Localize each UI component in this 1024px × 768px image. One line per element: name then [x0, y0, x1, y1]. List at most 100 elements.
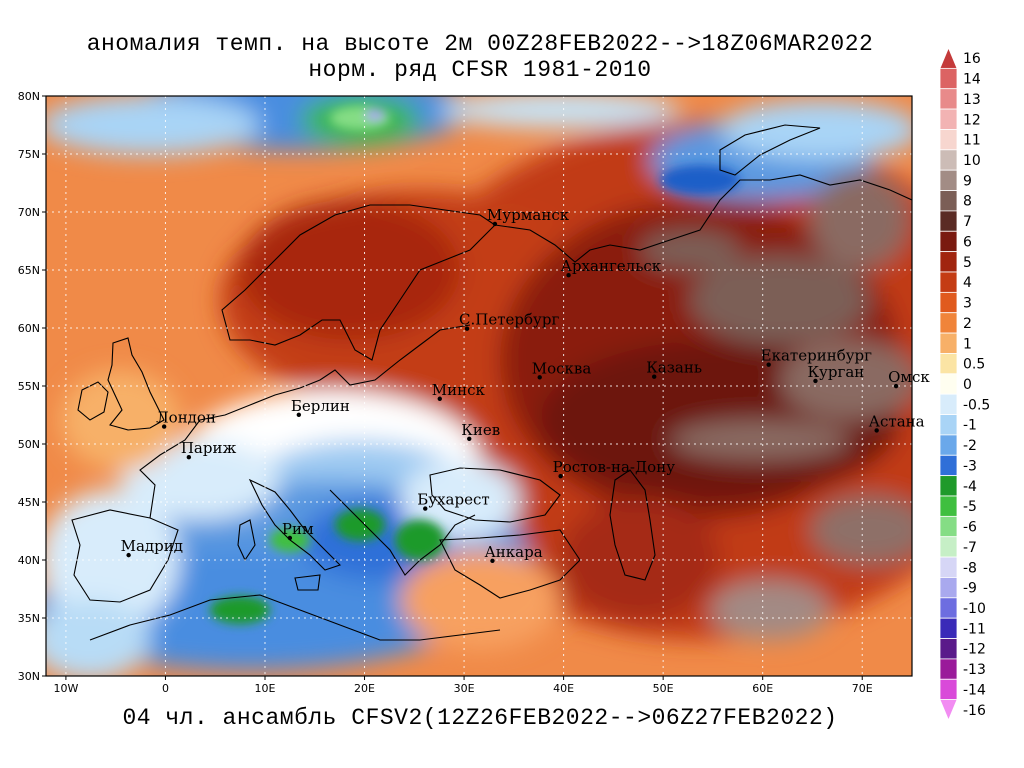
colorbar-level-label: 6 — [963, 234, 972, 250]
colorbar-level-label: -11 — [963, 621, 986, 637]
colorbar-level-label: -4 — [963, 479, 977, 495]
lat-tick-label: 50N — [18, 438, 40, 451]
colorbar-swatch-bottom — [939, 699, 958, 722]
colorbar-swatch — [939, 291, 958, 314]
lon-tick-label: 30E — [454, 682, 475, 695]
city-dot — [558, 473, 563, 479]
lat-tick-label: 30N — [18, 670, 40, 683]
colorbar-swatch — [939, 373, 958, 395]
colorbar-level-label: -2 — [963, 438, 977, 454]
longitude-axis: 10W 0 10E 20E 30E 40E 50E 60E 70E — [53, 676, 873, 695]
colorbar-level-label: -14 — [963, 682, 986, 698]
city-label: Анкара — [484, 543, 542, 561]
colorbar-level-label: 5 — [963, 255, 972, 271]
city-dot — [287, 535, 293, 541]
city-dot — [423, 506, 428, 511]
latitude-axis: 80N 75N 70N 65N 60N 55N 50N 45N 40N 35N 30N — [18, 90, 46, 683]
colorbar-swatch — [939, 638, 958, 660]
city-label: Берлин — [291, 397, 350, 415]
city-label: Архангельск — [561, 257, 662, 275]
city-dot — [893, 383, 899, 389]
lat-tick-label: 75N — [18, 148, 40, 161]
city-label: Астана — [869, 412, 925, 430]
city-label: Ростов-на-Дону — [553, 458, 676, 476]
colorbar-level-label: 10 — [963, 153, 981, 169]
colorbar-legend: 16 14 13 12 11 10 9 8 7 6 5 4 3 2 1 0.5 0 -0.5 -1 -2 -3 -4 -5 -… — [939, 46, 990, 722]
city-dot — [126, 552, 131, 558]
colorbar-level-label: -6 — [963, 520, 977, 536]
lat-tick-label: 65N — [18, 264, 40, 277]
colorbar-level-label: 9 — [963, 173, 972, 189]
colorbar-level-label: 16 — [963, 51, 981, 67]
lon-tick-label: 40E — [553, 682, 574, 695]
colorbar-level-label: -10 — [963, 601, 986, 617]
lat-tick-label: 55N — [18, 380, 40, 393]
city-label: Мадрид — [121, 537, 183, 555]
lat-tick-label: 80N — [18, 90, 40, 103]
colorbar-swatch — [939, 129, 958, 151]
colorbar-swatch — [939, 230, 958, 253]
colorbar-swatch — [939, 271, 958, 293]
city-label: Екатеринбург — [761, 347, 872, 365]
colorbar-level-label: -13 — [963, 662, 986, 678]
city-label: Рим — [282, 520, 314, 538]
lon-tick-label: 60E — [752, 682, 773, 695]
city-label: Бухарест — [417, 491, 489, 509]
colorbar-level-label: -12 — [963, 642, 986, 658]
colorbar-level-label: -5 — [963, 499, 977, 515]
colorbar-swatch — [939, 577, 958, 599]
colorbar-level-label: -3 — [963, 458, 977, 474]
city-dot — [464, 326, 470, 331]
lat-tick-label: 40N — [18, 554, 40, 567]
colorbar-level-label: 4 — [963, 275, 972, 291]
city-dot — [651, 374, 657, 379]
city-dot — [161, 424, 167, 429]
colorbar-swatch — [939, 190, 958, 212]
lat-tick-label: 70N — [18, 206, 40, 219]
coastlines — [71, 124, 912, 641]
colorbar-swatch — [939, 67, 958, 90]
city-dot — [296, 412, 302, 417]
lat-tick-label: 60N — [18, 322, 40, 335]
colorbar-level-label: -8 — [963, 560, 977, 576]
colorbar-swatch — [939, 658, 958, 680]
colorbar-swatch-top — [939, 46, 958, 69]
city-dot — [437, 396, 442, 401]
colorbar-level-label: 3 — [963, 296, 972, 312]
colorbar-level-label: -9 — [963, 581, 977, 597]
colorbar-swatch — [939, 617, 958, 639]
city-label: Москва — [532, 359, 592, 377]
colorbar-swatch — [939, 597, 958, 619]
colorbar-swatch — [939, 353, 958, 375]
city-label: С.Петербург — [459, 311, 559, 329]
lon-tick-label: 10E — [255, 682, 276, 695]
city-dot — [566, 273, 571, 278]
colorbar-swatch — [939, 434, 958, 456]
colorbar-level-label: 14 — [963, 72, 981, 88]
colorbar-level-label: -16 — [963, 703, 986, 719]
colorbar-swatch — [939, 556, 958, 578]
colorbar-swatch — [939, 332, 958, 354]
colorbar-level-label: -7 — [963, 540, 977, 556]
colorbar-swatch — [939, 149, 958, 171]
city-label: Мурманск — [487, 206, 570, 224]
city-label: Минск — [432, 381, 486, 399]
city-label: Омск — [888, 368, 930, 386]
colorbar-level-label: 0 — [963, 377, 972, 393]
colorbar-swatch — [939, 536, 958, 558]
city-dot — [186, 455, 192, 460]
map-footer-ensemble: 04 чл. ансамбль CFSV2(12Z26FEB2022-->06Z… — [122, 705, 838, 731]
colorbar-level-label: 11 — [963, 133, 981, 149]
colorbar-swatch — [939, 454, 958, 477]
map-title-line1: аномалия темп. на высоте 2м 00Z28FEB2022… — [86, 31, 874, 57]
city-markers: Мурманск Архангельск С.Петербург Москва Каза… — [121, 206, 930, 564]
colorbar-level-label: 8 — [963, 194, 972, 210]
lat-tick-label: 35N — [18, 612, 40, 625]
colorbar-level-label: 7 — [963, 214, 972, 230]
city-dot — [467, 436, 472, 441]
lon-tick-label: 50E — [653, 682, 674, 695]
city-label: Киев — [461, 421, 500, 439]
colorbar-swatch — [939, 414, 958, 436]
colorbar-swatch — [939, 678, 958, 701]
